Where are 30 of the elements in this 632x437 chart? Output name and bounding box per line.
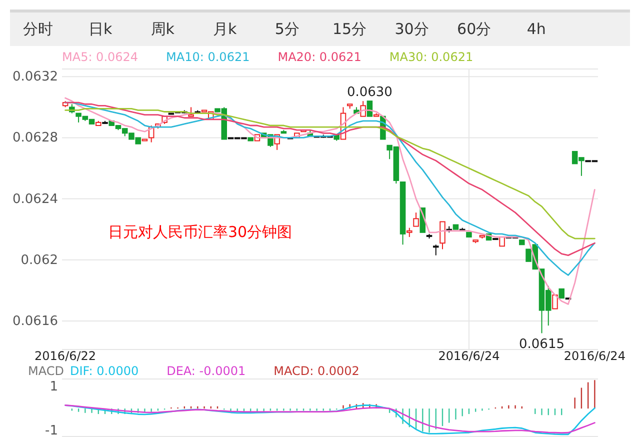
y-tick-label: 0.0616 [12,314,58,329]
text: 5分 [274,20,300,38]
annotation: 0.0615 [519,337,565,352]
text: MA20: 0.0621 [278,50,362,64]
y-tick-label: 0.0624 [12,192,58,207]
y-tick-label: -1 [45,423,58,437]
text: 4h [526,20,546,38]
text: 30分 [394,20,429,38]
text: 60分 [457,20,492,38]
text: MA10: 0.0621 [166,50,250,64]
text: 月k [213,20,238,38]
text: DIF: 0.0000 [70,364,139,378]
text: 15分 [332,20,367,38]
annotation: 0.0630 [346,85,392,100]
chart-title: MACD [28,364,64,378]
text: 周k [150,20,175,38]
x-tick-label: 2016/6/24 [564,349,626,363]
text: 分时 [23,20,53,38]
text: 日k [88,20,112,38]
text: MA30: 0.0621 [389,50,474,64]
y-tick-label: 0.0628 [12,130,58,146]
text: MACD: 0.0002 [274,364,360,378]
text: DEA: -0.0001 [166,364,246,378]
y-tick-label: 0.0632 [12,70,58,85]
y-tick-label: 0.062 [20,252,58,268]
x-tick-label: 2016/6/22 [34,349,96,363]
y-tick-label: 1 [50,380,58,395]
text: 日元对人民币汇率30分钟图 [108,223,292,241]
text: MA5: 0.0624 [62,50,138,64]
x-tick-label: 2016/6/24 [438,349,500,363]
